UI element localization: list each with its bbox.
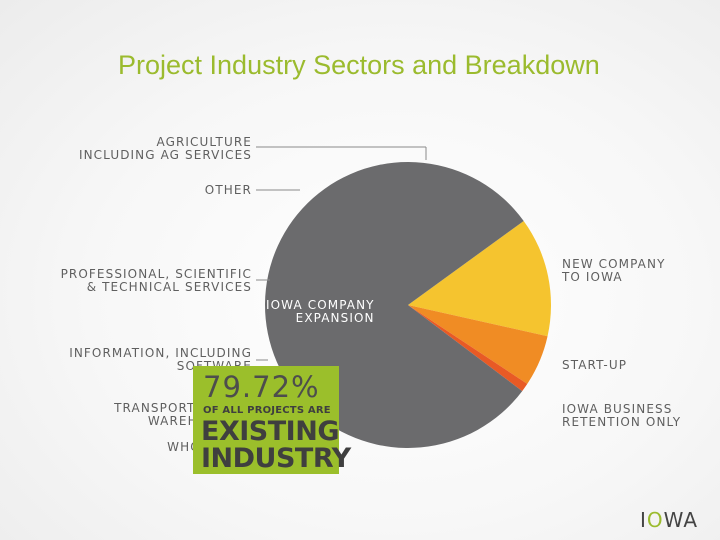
pie-slice-start-up (408, 305, 548, 384)
label-line: EXPANSION (295, 311, 375, 325)
pie-slice-new-company-to-iowa (408, 220, 551, 337)
callout-line1: EXISTING (201, 416, 339, 447)
label-line: TO IOWA (562, 270, 623, 284)
label-iowa-expansion: IOWA COMPANY EXPANSION (266, 299, 375, 325)
label-line: INFORMATION, INCLUDING (69, 346, 252, 360)
label-line: IOWA BUSINESS (562, 402, 673, 416)
logo-text: WA (663, 508, 699, 532)
label-line: INCLUDING AG SERVICES (78, 148, 252, 162)
label-retention: IOWA BUSINESS RETENTION ONLY (562, 403, 681, 429)
label-line: AGRICULTURE (156, 135, 252, 149)
callout-subtitle: OF ALL PROJECTS ARE (203, 405, 331, 416)
logo-o: O (646, 508, 664, 532)
label-start-up: START-UP (562, 359, 627, 372)
page-title: Project Industry Sectors and Breakdown (118, 50, 600, 80)
label-other: OTHER (205, 184, 252, 197)
label-line: OTHER (204, 183, 252, 197)
callout-percent: 79.72% (203, 370, 320, 404)
label-line: PROFESSIONAL, SCIENTIFIC (60, 267, 252, 281)
label-line: NEW COMPANY (562, 257, 666, 271)
pie-slice-iowa-business-retention-only (408, 305, 528, 392)
iowa-logo: IOWA (640, 508, 698, 532)
logo-text: I (640, 508, 647, 532)
label-line: & TECHNICAL SERVICES (86, 280, 252, 294)
label-new-company: NEW COMPANY TO IOWA (562, 258, 666, 284)
label-professional: PROFESSIONAL, SCIENTIFIC & TECHNICAL SER… (61, 268, 252, 294)
label-line: START-UP (562, 358, 628, 372)
callout-box: 79.72% OF ALL PROJECTS ARE EXISTING INDU… (193, 366, 351, 474)
label-line: IOWA COMPANY (266, 298, 375, 312)
label-line: RETENTION ONLY (562, 415, 682, 429)
label-agriculture: AGRICULTURE INCLUDING AG SERVICES (79, 136, 252, 162)
callout-line2: INDUSTRY (201, 443, 351, 474)
